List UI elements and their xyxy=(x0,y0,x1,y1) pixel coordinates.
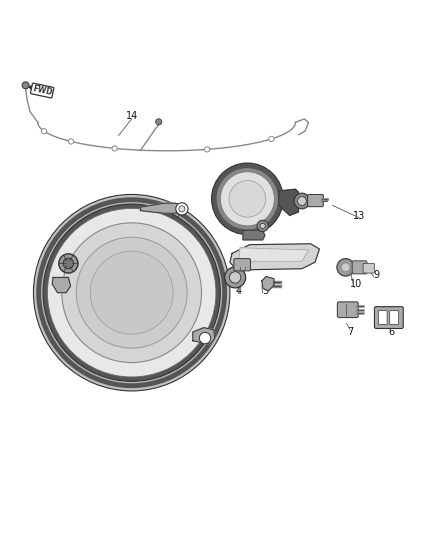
Text: 8: 8 xyxy=(266,248,272,259)
Circle shape xyxy=(199,333,211,344)
Circle shape xyxy=(260,223,265,229)
Circle shape xyxy=(43,204,220,381)
Circle shape xyxy=(155,119,162,125)
Text: 4: 4 xyxy=(236,286,242,295)
Text: 5: 5 xyxy=(262,286,268,295)
Circle shape xyxy=(39,200,225,386)
Circle shape xyxy=(269,136,274,142)
Text: 2: 2 xyxy=(166,229,172,239)
Circle shape xyxy=(337,259,354,276)
Circle shape xyxy=(212,163,283,235)
Circle shape xyxy=(341,263,350,272)
Circle shape xyxy=(176,203,188,215)
Circle shape xyxy=(257,220,268,231)
Circle shape xyxy=(205,147,210,152)
Circle shape xyxy=(63,258,74,269)
Text: 11: 11 xyxy=(237,181,249,191)
FancyBboxPatch shape xyxy=(352,261,367,274)
Text: FWD: FWD xyxy=(32,84,53,97)
FancyBboxPatch shape xyxy=(307,195,323,207)
Circle shape xyxy=(229,181,266,217)
Circle shape xyxy=(68,139,74,144)
Circle shape xyxy=(22,82,29,89)
Text: 3: 3 xyxy=(74,264,80,273)
Polygon shape xyxy=(262,277,274,291)
Text: 9: 9 xyxy=(373,270,379,280)
Polygon shape xyxy=(279,189,298,215)
Circle shape xyxy=(230,272,241,283)
Text: 13: 13 xyxy=(353,211,365,221)
Circle shape xyxy=(216,167,279,230)
Circle shape xyxy=(76,237,187,348)
FancyBboxPatch shape xyxy=(363,263,374,273)
FancyBboxPatch shape xyxy=(374,306,403,328)
Circle shape xyxy=(62,223,201,362)
Circle shape xyxy=(220,172,275,226)
Circle shape xyxy=(294,193,310,209)
FancyBboxPatch shape xyxy=(390,311,399,325)
Text: 1: 1 xyxy=(113,356,120,365)
Text: 10: 10 xyxy=(350,279,363,289)
Circle shape xyxy=(297,197,306,205)
Polygon shape xyxy=(141,203,184,213)
Circle shape xyxy=(33,195,230,391)
Circle shape xyxy=(179,206,185,212)
Circle shape xyxy=(47,208,216,377)
Circle shape xyxy=(112,146,117,151)
Polygon shape xyxy=(193,328,215,344)
FancyBboxPatch shape xyxy=(234,259,251,271)
FancyBboxPatch shape xyxy=(337,302,358,318)
Polygon shape xyxy=(52,277,71,293)
Circle shape xyxy=(59,254,78,273)
Text: 12: 12 xyxy=(213,194,225,204)
FancyBboxPatch shape xyxy=(378,311,387,325)
Polygon shape xyxy=(243,230,265,240)
Polygon shape xyxy=(230,244,319,270)
Circle shape xyxy=(90,251,173,334)
Polygon shape xyxy=(239,248,308,261)
Text: 14: 14 xyxy=(126,111,138,121)
Text: 7: 7 xyxy=(347,327,353,337)
Text: 6: 6 xyxy=(389,327,395,337)
Circle shape xyxy=(225,267,246,288)
Circle shape xyxy=(42,128,47,134)
